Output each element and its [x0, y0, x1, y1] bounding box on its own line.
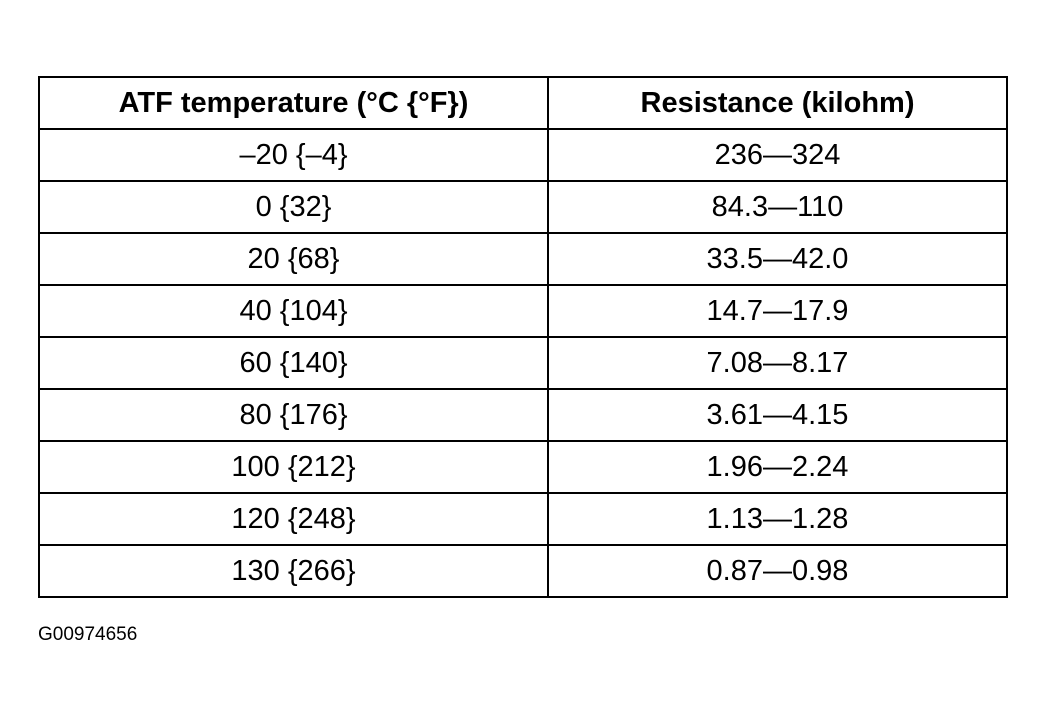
resistance-table: ATF temperature (°C {°F}) Resistance (ki… [38, 76, 1008, 598]
table-row: 40 {104} 14.7—17.9 [38, 284, 1008, 338]
header-row: ATF temperature (°C {°F}) Resistance (ki… [38, 76, 1008, 130]
table-cell: 80 {176} [38, 388, 549, 442]
table-cell: 60 {140} [38, 336, 549, 390]
table-row: 0 {32} 84.3—110 [38, 180, 1008, 234]
table-header: ATF temperature (°C {°F}) Resistance (ki… [38, 76, 1008, 130]
table-body: –20 {–4} 236—324 0 {32} 84.3—110 20 {68} 33.5… [38, 128, 1008, 598]
table-cell: 40 {104} [38, 284, 549, 338]
header-cell: ATF temperature (°C {°F}) [38, 76, 549, 130]
table-cell: 20 {68} [38, 232, 549, 286]
table-cell: 84.3—110 [547, 180, 1008, 234]
header-cell: Resistance (kilohm) [547, 76, 1008, 130]
table-row: 80 {176} 3.61—4.15 [38, 388, 1008, 442]
table-cell: 33.5—42.0 [547, 232, 1008, 286]
table-row: –20 {–4} 236—324 [38, 128, 1008, 182]
table-row: 120 {248} 1.13—1.28 [38, 492, 1008, 546]
table-cell: 130 {266} [38, 544, 549, 598]
table-cell: 0.87—0.98 [547, 544, 1008, 598]
table-cell: 0 {32} [38, 180, 549, 234]
figure-id: G00974656 [38, 624, 138, 645]
table-cell: –20 {–4} [38, 128, 549, 182]
table-cell: 236—324 [547, 128, 1008, 182]
table-row: 20 {68} 33.5—42.0 [38, 232, 1008, 286]
table-cell: 120 {248} [38, 492, 549, 546]
table-cell: 100 {212} [38, 440, 549, 494]
table-cell: 1.96—2.24 [547, 440, 1008, 494]
table-cell: 3.61—4.15 [547, 388, 1008, 442]
table-cell: 14.7—17.9 [547, 284, 1008, 338]
table-row: 100 {212} 1.96—2.24 [38, 440, 1008, 494]
table-row: 60 {140} 7.08—8.17 [38, 336, 1008, 390]
table-row: 130 {266} 0.87—0.98 [38, 544, 1008, 598]
table-cell: 1.13—1.28 [547, 492, 1008, 546]
table-cell: 7.08—8.17 [547, 336, 1008, 390]
